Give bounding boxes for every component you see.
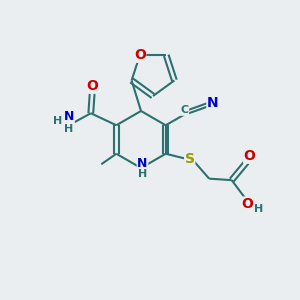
Text: N: N bbox=[207, 96, 219, 110]
Text: S: S bbox=[185, 152, 195, 166]
Text: O: O bbox=[244, 149, 256, 163]
Text: O: O bbox=[86, 79, 98, 93]
Text: O: O bbox=[242, 197, 254, 211]
Text: N: N bbox=[64, 110, 74, 123]
Text: C: C bbox=[181, 105, 189, 115]
Text: H: H bbox=[138, 169, 147, 179]
Text: O: O bbox=[134, 48, 146, 62]
Text: N: N bbox=[137, 157, 148, 170]
Text: H: H bbox=[64, 124, 74, 134]
Text: H: H bbox=[53, 116, 62, 126]
Text: H: H bbox=[254, 204, 263, 214]
